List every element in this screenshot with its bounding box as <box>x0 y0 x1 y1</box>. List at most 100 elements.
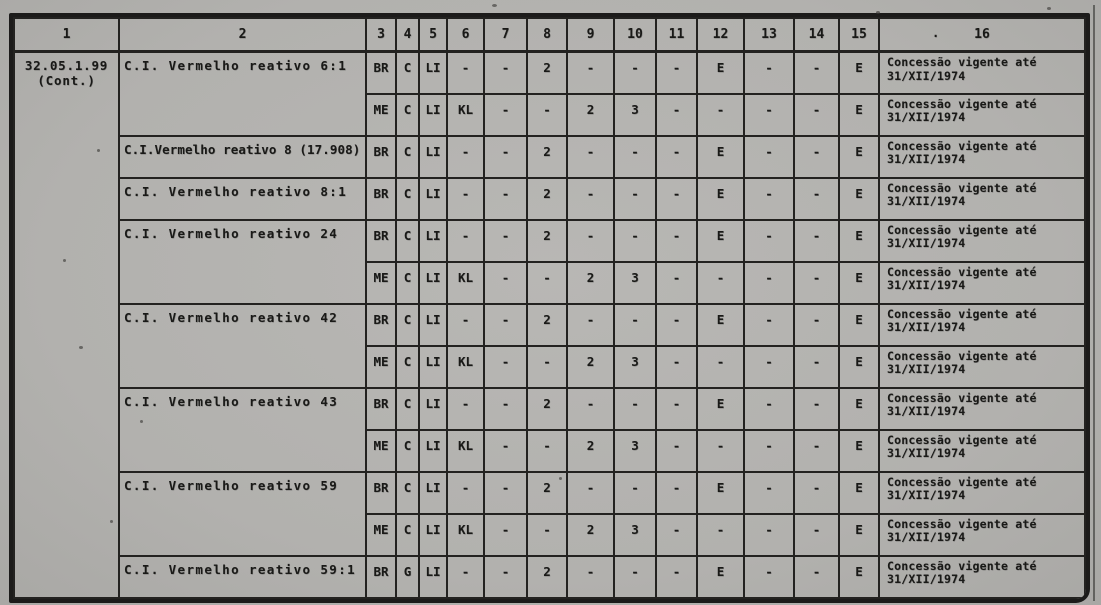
scan-speck <box>140 420 143 423</box>
table-row: ME C LI KL - - 2 3 - - - - E Concessão v… <box>14 512 1086 557</box>
dye-name-cell: C.I. Vermelho reativo 6:1 <box>118 50 367 137</box>
note-line-2: 31/XII/1974 <box>887 446 966 460</box>
table-cell: - <box>743 554 795 599</box>
table-cell: - <box>566 218 615 263</box>
table-cell: - <box>446 218 485 263</box>
table-cell: BR <box>365 470 397 515</box>
table-cell: E <box>696 386 745 431</box>
table-cell: G <box>395 554 420 599</box>
table-cell: - <box>526 260 568 305</box>
table-cell: - <box>655 344 698 389</box>
note-line-1: Concessão vigente até <box>887 474 1037 489</box>
table-cell: - <box>613 176 657 221</box>
concession-note-cell: Concessão vigente até 31/XII/1974 <box>878 512 1086 557</box>
table-cell: C <box>395 386 420 431</box>
table-cell: - <box>793 470 840 515</box>
table-cell: E <box>838 428 880 473</box>
table-cell: LI <box>418 92 448 137</box>
table-row: C.I. Vermelho reativo 43 BR C LI - - 2 -… <box>14 386 1086 473</box>
note-line-1: Concessão vigente até <box>887 96 1037 111</box>
column-header-14: 14 <box>793 17 840 53</box>
table-cell: E <box>696 50 745 95</box>
table-cell: - <box>655 260 698 305</box>
column-header-15: 15 <box>838 17 880 53</box>
table-cell: BR <box>365 176 397 221</box>
scan-speck <box>559 477 562 480</box>
table-cell: 2 <box>566 428 615 473</box>
table-cell: 2 <box>526 302 568 347</box>
note-line-1: Concessão vigente até <box>887 432 1037 447</box>
table-cell: - <box>655 176 698 221</box>
table-cell: 2 <box>526 218 568 263</box>
table-cell: - <box>446 302 485 347</box>
column-header-8: 8 <box>526 17 568 53</box>
column-header-16: · 16 <box>878 17 1086 53</box>
table-cell: - <box>655 470 698 515</box>
table-cell: 2 <box>566 92 615 137</box>
note-line-2: 31/XII/1974 <box>887 152 966 166</box>
table-cell: E <box>838 554 880 599</box>
table-cell: 2 <box>526 176 568 221</box>
scan-speck <box>110 520 113 523</box>
table-cell: ME <box>365 428 397 473</box>
table-cell: BR <box>365 554 397 599</box>
table-cell: - <box>526 428 568 473</box>
tariff-code-cell: 32.05.1.99 (Cont.) <box>13 50 120 599</box>
table-cell: 3 <box>613 428 657 473</box>
table-cell: 2 <box>526 50 568 95</box>
table-cell: - <box>613 134 657 179</box>
table-cell: 2 <box>526 386 568 431</box>
table-cell: - <box>483 302 528 347</box>
table-cell: 3 <box>613 512 657 557</box>
table-cell: E <box>838 512 880 557</box>
dye-name-cell: C.I. Vermelho reativo 59 <box>118 470 367 557</box>
table-cell: ME <box>365 512 397 557</box>
table-cell: - <box>655 218 698 263</box>
dye-name-cell: C.I. Vermelho reativo 42 <box>118 302 367 389</box>
table-cell: KL <box>446 512 485 557</box>
concession-note-cell: Concessão vigente até 31/XII/1974 <box>878 344 1086 389</box>
table-cell: - <box>483 92 528 137</box>
table-cell: - <box>793 218 840 263</box>
table-cell: - <box>696 428 745 473</box>
column-header-12: 12 <box>696 17 745 53</box>
table-cell: LI <box>418 512 448 557</box>
table-cell: - <box>483 344 528 389</box>
concession-note-cell: Concessão vigente até 31/XII/1974 <box>878 176 1086 221</box>
table-cell: KL <box>446 260 485 305</box>
tariff-code-cont: (Cont.) <box>37 73 96 88</box>
table-cell: C <box>395 512 420 557</box>
concession-note-cell: Concessão vigente até 31/XII/1974 <box>878 554 1086 599</box>
table-row: ME C LI KL - - 2 3 - - - - E Concessão v… <box>14 260 1086 305</box>
table-cell: C <box>395 218 420 263</box>
note-line-2: 31/XII/1974 <box>887 404 966 418</box>
table-cell: - <box>743 92 795 137</box>
table-cell: - <box>696 344 745 389</box>
column-header-3: 3 <box>365 17 397 53</box>
note-line-2: 31/XII/1974 <box>887 278 966 292</box>
table-cell: E <box>838 218 880 263</box>
note-line-2: 31/XII/1974 <box>887 488 966 502</box>
table-cell: C <box>395 134 420 179</box>
table-cell: - <box>483 176 528 221</box>
table-cell: E <box>838 50 880 95</box>
table-cell: 2 <box>566 512 615 557</box>
column-header-10: 10 <box>613 17 657 53</box>
table-cell: - <box>743 428 795 473</box>
table-cell: - <box>743 470 795 515</box>
column-header-9: 9 <box>566 17 615 53</box>
table-cell: - <box>526 512 568 557</box>
table-cell: 2 <box>526 554 568 599</box>
table-cell: - <box>743 260 795 305</box>
table-cell: - <box>483 386 528 431</box>
table-cell: E <box>838 176 880 221</box>
table-cell: - <box>793 134 840 179</box>
table-cell: - <box>613 554 657 599</box>
note-line-1: Concessão vigente até <box>887 138 1037 153</box>
table-cell: - <box>483 50 528 95</box>
table-cell: LI <box>418 176 448 221</box>
table-cell: - <box>793 386 840 431</box>
note-line-1: Concessão vigente até <box>887 516 1037 531</box>
column-header-4: 4 <box>395 17 420 53</box>
